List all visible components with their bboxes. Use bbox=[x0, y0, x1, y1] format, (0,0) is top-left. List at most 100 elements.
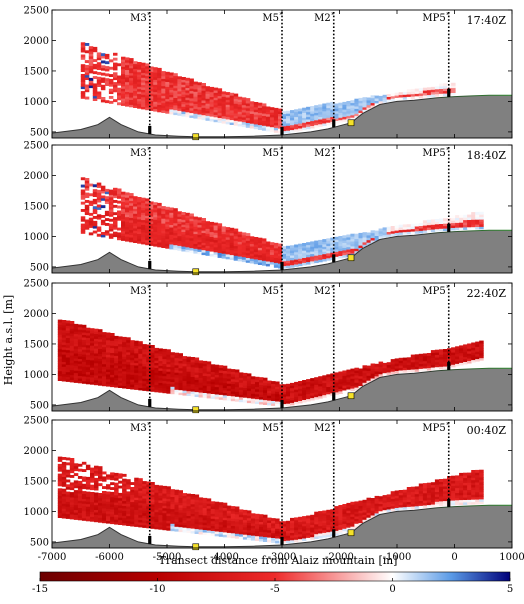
scan-cell bbox=[81, 42, 86, 45]
scan-cell bbox=[195, 504, 200, 507]
scan-cell bbox=[158, 353, 163, 356]
scan-cell bbox=[383, 363, 388, 366]
scan-cell bbox=[162, 493, 167, 496]
scan-cell bbox=[118, 510, 123, 513]
scan-cell bbox=[191, 391, 196, 394]
scan-cell bbox=[94, 510, 99, 513]
scan-cell bbox=[130, 382, 135, 385]
scan-cell bbox=[250, 244, 255, 247]
scan-cell bbox=[162, 373, 167, 376]
scan-cell bbox=[318, 104, 323, 107]
scan-cell bbox=[199, 515, 204, 518]
scan-cell bbox=[387, 365, 392, 368]
scan-cell bbox=[395, 233, 400, 236]
scan-cell bbox=[239, 531, 244, 534]
scan-cell bbox=[271, 538, 276, 541]
scan-cell bbox=[179, 365, 184, 368]
scan-cell bbox=[97, 72, 102, 75]
scan-cell bbox=[114, 385, 119, 388]
scan-cell bbox=[310, 106, 315, 109]
scan-cell bbox=[350, 234, 355, 237]
scan-cell bbox=[338, 236, 343, 239]
scan-cell bbox=[314, 394, 319, 397]
scan-cell bbox=[195, 358, 200, 361]
scan-cell bbox=[195, 367, 200, 370]
scan-cell bbox=[97, 190, 102, 193]
scan-cell bbox=[118, 356, 123, 359]
mast-label-star: * bbox=[331, 285, 334, 292]
scan-cell bbox=[165, 96, 170, 99]
scan-cell bbox=[359, 243, 364, 246]
scan-cell bbox=[387, 370, 392, 373]
scan-cell bbox=[395, 508, 400, 511]
scan-cell bbox=[423, 500, 428, 503]
scan-cell bbox=[298, 254, 303, 257]
scan-cell bbox=[379, 364, 384, 367]
scan-cell bbox=[210, 234, 215, 237]
scan-cell bbox=[137, 89, 142, 92]
scan-cell bbox=[246, 243, 251, 246]
scan-cell bbox=[93, 66, 98, 69]
scan-cell bbox=[97, 62, 102, 65]
scan-cell bbox=[310, 109, 315, 112]
y-tick-label: 2500 bbox=[24, 141, 49, 152]
scan-cell bbox=[150, 504, 155, 507]
scan-cell bbox=[105, 61, 110, 64]
scan-cell bbox=[86, 467, 91, 470]
scan-cell bbox=[443, 349, 448, 352]
scan-cell bbox=[243, 527, 248, 530]
scan-cell bbox=[203, 385, 208, 388]
scan-cell bbox=[223, 534, 228, 537]
scan-cell bbox=[181, 92, 186, 95]
scan-cell bbox=[85, 193, 90, 196]
y-tick-label: 500 bbox=[30, 127, 49, 138]
scan-cell bbox=[169, 109, 174, 112]
scan-cell bbox=[110, 507, 115, 510]
scan-cell bbox=[270, 257, 275, 260]
scan-cell bbox=[415, 89, 420, 92]
scan-cell bbox=[94, 329, 99, 332]
scan-cell bbox=[234, 120, 239, 123]
scan-cell bbox=[97, 214, 102, 217]
scan-cell bbox=[350, 512, 355, 515]
scan-cell bbox=[125, 210, 130, 213]
scan-cell bbox=[435, 362, 440, 365]
scan-cell bbox=[226, 95, 231, 98]
scan-cell bbox=[105, 189, 110, 192]
scan-cell bbox=[459, 485, 464, 488]
scan-cell bbox=[334, 108, 339, 111]
site-marker bbox=[193, 407, 199, 413]
scan-cell bbox=[322, 388, 327, 391]
scan-cell bbox=[113, 68, 118, 71]
scan-cell bbox=[443, 352, 448, 355]
scan-cell bbox=[98, 329, 103, 332]
scan-cell bbox=[70, 372, 75, 375]
scan-cell bbox=[181, 219, 186, 222]
scan-cell bbox=[346, 389, 351, 392]
scan-cell bbox=[342, 371, 347, 374]
scan-cell bbox=[238, 232, 243, 235]
scan-cell bbox=[102, 496, 107, 499]
scan-cell bbox=[294, 397, 299, 400]
scan-cell bbox=[215, 524, 220, 527]
scan-cell bbox=[181, 84, 186, 87]
scan-cell bbox=[471, 494, 476, 497]
scan-cell bbox=[290, 395, 295, 398]
scan-cell bbox=[193, 87, 198, 90]
scan-cell bbox=[255, 514, 260, 517]
scan-cell bbox=[219, 507, 224, 510]
scan-cell bbox=[94, 485, 99, 488]
scan-cell bbox=[98, 368, 103, 371]
scan-cell bbox=[106, 362, 111, 365]
scan-cell bbox=[158, 366, 163, 369]
scan-cell bbox=[227, 393, 232, 396]
scan-cell bbox=[346, 382, 351, 385]
scan-cell bbox=[166, 349, 171, 352]
scan-cell bbox=[238, 97, 243, 100]
scan-cell bbox=[138, 353, 143, 356]
scan-cell bbox=[173, 98, 178, 101]
scan-cell bbox=[106, 374, 111, 377]
mast-label: MP5 bbox=[422, 286, 445, 297]
scan-cell bbox=[89, 213, 94, 216]
scan-cell bbox=[70, 345, 75, 348]
